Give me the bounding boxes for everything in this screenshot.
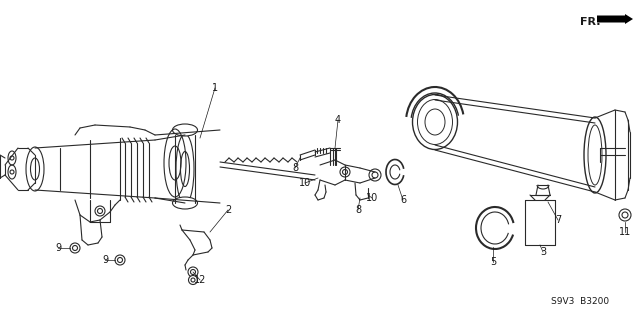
Text: 9: 9 <box>102 255 108 265</box>
Text: S9V3  B3200: S9V3 B3200 <box>551 298 609 307</box>
Text: 10: 10 <box>299 178 311 188</box>
Ellipse shape <box>188 267 198 277</box>
Ellipse shape <box>189 276 198 285</box>
Text: 2: 2 <box>225 205 231 215</box>
Text: 3: 3 <box>540 247 546 257</box>
Text: FR.: FR. <box>580 17 600 27</box>
Text: 11: 11 <box>619 227 631 237</box>
Text: 12: 12 <box>194 275 206 285</box>
Text: 7: 7 <box>555 215 561 225</box>
Ellipse shape <box>584 117 606 193</box>
Ellipse shape <box>26 147 44 191</box>
Ellipse shape <box>95 206 105 216</box>
Text: 8: 8 <box>292 163 298 173</box>
Ellipse shape <box>176 134 194 204</box>
FancyArrow shape <box>597 14 633 24</box>
Ellipse shape <box>369 169 381 181</box>
Ellipse shape <box>340 167 350 177</box>
Ellipse shape <box>115 255 125 265</box>
Ellipse shape <box>10 170 14 174</box>
Text: 5: 5 <box>490 257 496 267</box>
Text: 1: 1 <box>212 83 218 93</box>
Text: 10: 10 <box>366 193 378 203</box>
Ellipse shape <box>619 209 631 221</box>
Text: 4: 4 <box>335 115 341 125</box>
Ellipse shape <box>173 124 198 136</box>
Ellipse shape <box>70 243 80 253</box>
Text: 8: 8 <box>355 205 361 215</box>
Ellipse shape <box>10 156 14 160</box>
Ellipse shape <box>173 197 198 209</box>
Ellipse shape <box>413 94 458 150</box>
Text: 6: 6 <box>400 195 406 205</box>
Text: 9: 9 <box>55 243 61 253</box>
